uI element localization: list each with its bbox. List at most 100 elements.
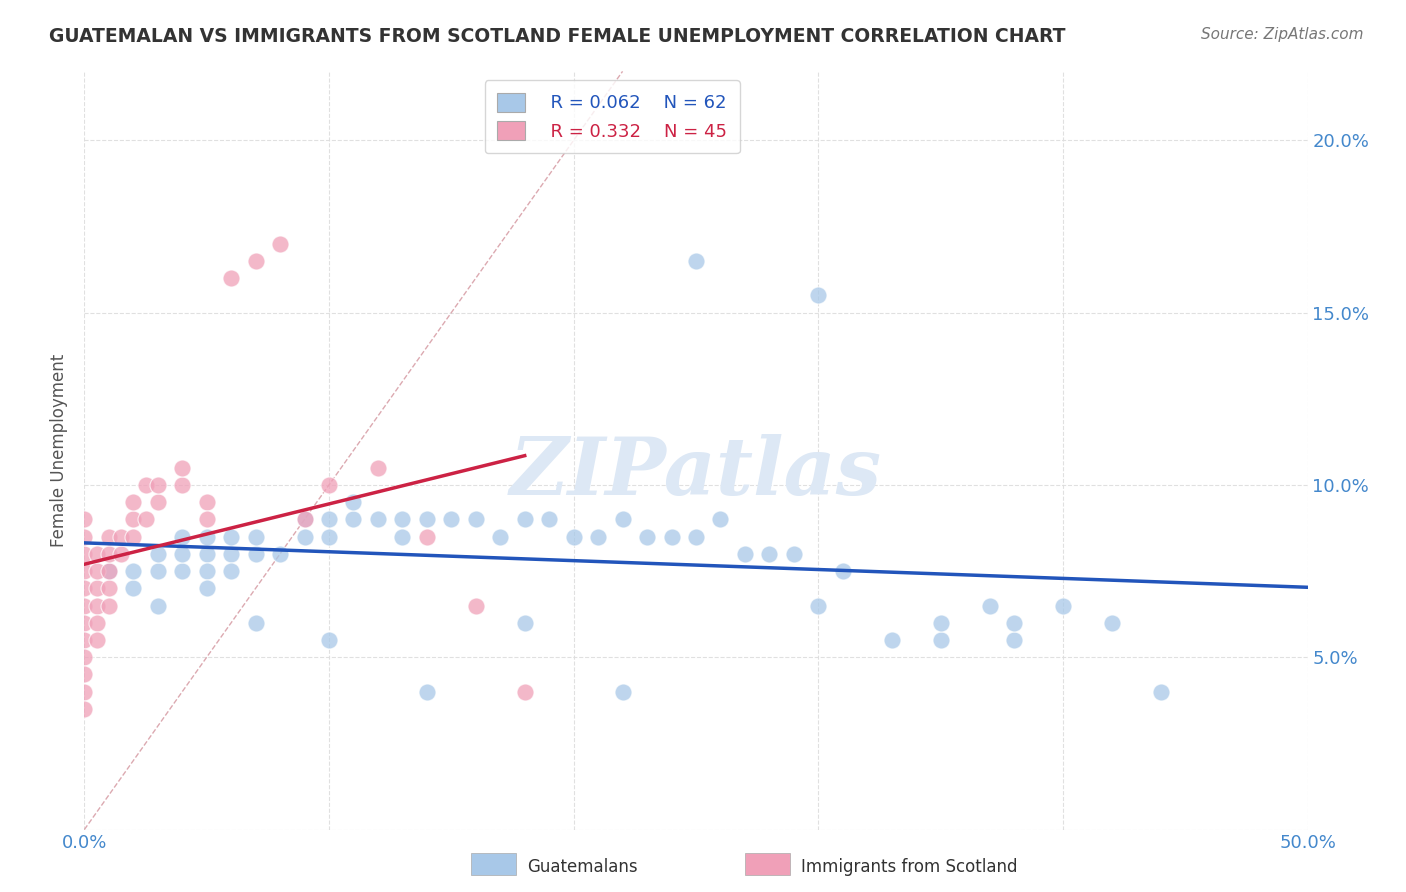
Point [73,530,96,544]
Point [73,667,96,681]
FancyBboxPatch shape [745,853,790,875]
Legend:   R = 0.062    N = 62,   R = 0.332    N = 45: R = 0.062 N = 62, R = 0.332 N = 45 [485,80,740,153]
Point [73,547,96,561]
Point [783,547,806,561]
Point [709,512,731,526]
Point [661,530,683,544]
Point [146,599,169,613]
Point [122,512,145,526]
Point [1002,615,1025,630]
Point [122,582,145,596]
Point [73,684,96,698]
Point [135,478,157,492]
Point [1052,599,1074,613]
Point [685,253,707,268]
Point [612,684,634,698]
Point [146,478,169,492]
Point [929,615,952,630]
Text: ZIPatlas: ZIPatlas [510,434,882,512]
Point [489,530,512,544]
Point [294,512,316,526]
Point [86,599,108,613]
Point [586,530,609,544]
Point [758,547,780,561]
Point [73,564,96,578]
Point [73,702,96,716]
Point [219,271,242,285]
Point [122,564,145,578]
Point [416,512,439,526]
Point [97,564,120,578]
Point [172,460,194,475]
Point [73,582,96,596]
Point [172,564,194,578]
Point [97,564,120,578]
Point [73,615,96,630]
Point [195,547,218,561]
Point [416,530,439,544]
Point [294,512,316,526]
Point [86,547,108,561]
Point [880,633,903,648]
Point [172,547,194,561]
Point [685,530,707,544]
Point [73,599,96,613]
Point [612,512,634,526]
Point [367,512,389,526]
Point [245,615,267,630]
Point [1150,684,1173,698]
Point [195,512,218,526]
Point [1101,615,1123,630]
Point [219,564,242,578]
Point [1002,633,1025,648]
Text: Guatemalans: Guatemalans [527,858,638,877]
Point [122,530,145,544]
Point [391,512,413,526]
Point [734,547,756,561]
Point [110,547,132,561]
Point [172,530,194,544]
Point [86,582,108,596]
Point [172,478,194,492]
Point [110,530,132,544]
Point [636,530,658,544]
Point [807,288,830,302]
Point [538,512,561,526]
Point [269,236,291,251]
Point [146,564,169,578]
Point [86,615,108,630]
Point [367,460,389,475]
Point [195,582,218,596]
Point [245,253,267,268]
Point [97,582,120,596]
Point [97,547,120,561]
Point [195,530,218,544]
Point [342,512,364,526]
Point [245,530,267,544]
Point [342,495,364,509]
Point [97,530,120,544]
FancyBboxPatch shape [471,853,516,875]
Point [269,547,291,561]
Point [73,650,96,665]
Point [146,547,169,561]
Point [318,478,340,492]
Text: Immigrants from Scotland: Immigrants from Scotland [801,858,1018,877]
Point [464,599,486,613]
Point [562,530,585,544]
Point [294,530,316,544]
Point [513,615,536,630]
Point [464,512,486,526]
Point [245,547,267,561]
Point [513,684,536,698]
Point [513,512,536,526]
Point [86,564,108,578]
Point [318,633,340,648]
Point [416,684,439,698]
Point [135,512,157,526]
Point [831,564,853,578]
Point [391,530,413,544]
Point [122,495,145,509]
Point [73,512,96,526]
Point [97,599,120,613]
